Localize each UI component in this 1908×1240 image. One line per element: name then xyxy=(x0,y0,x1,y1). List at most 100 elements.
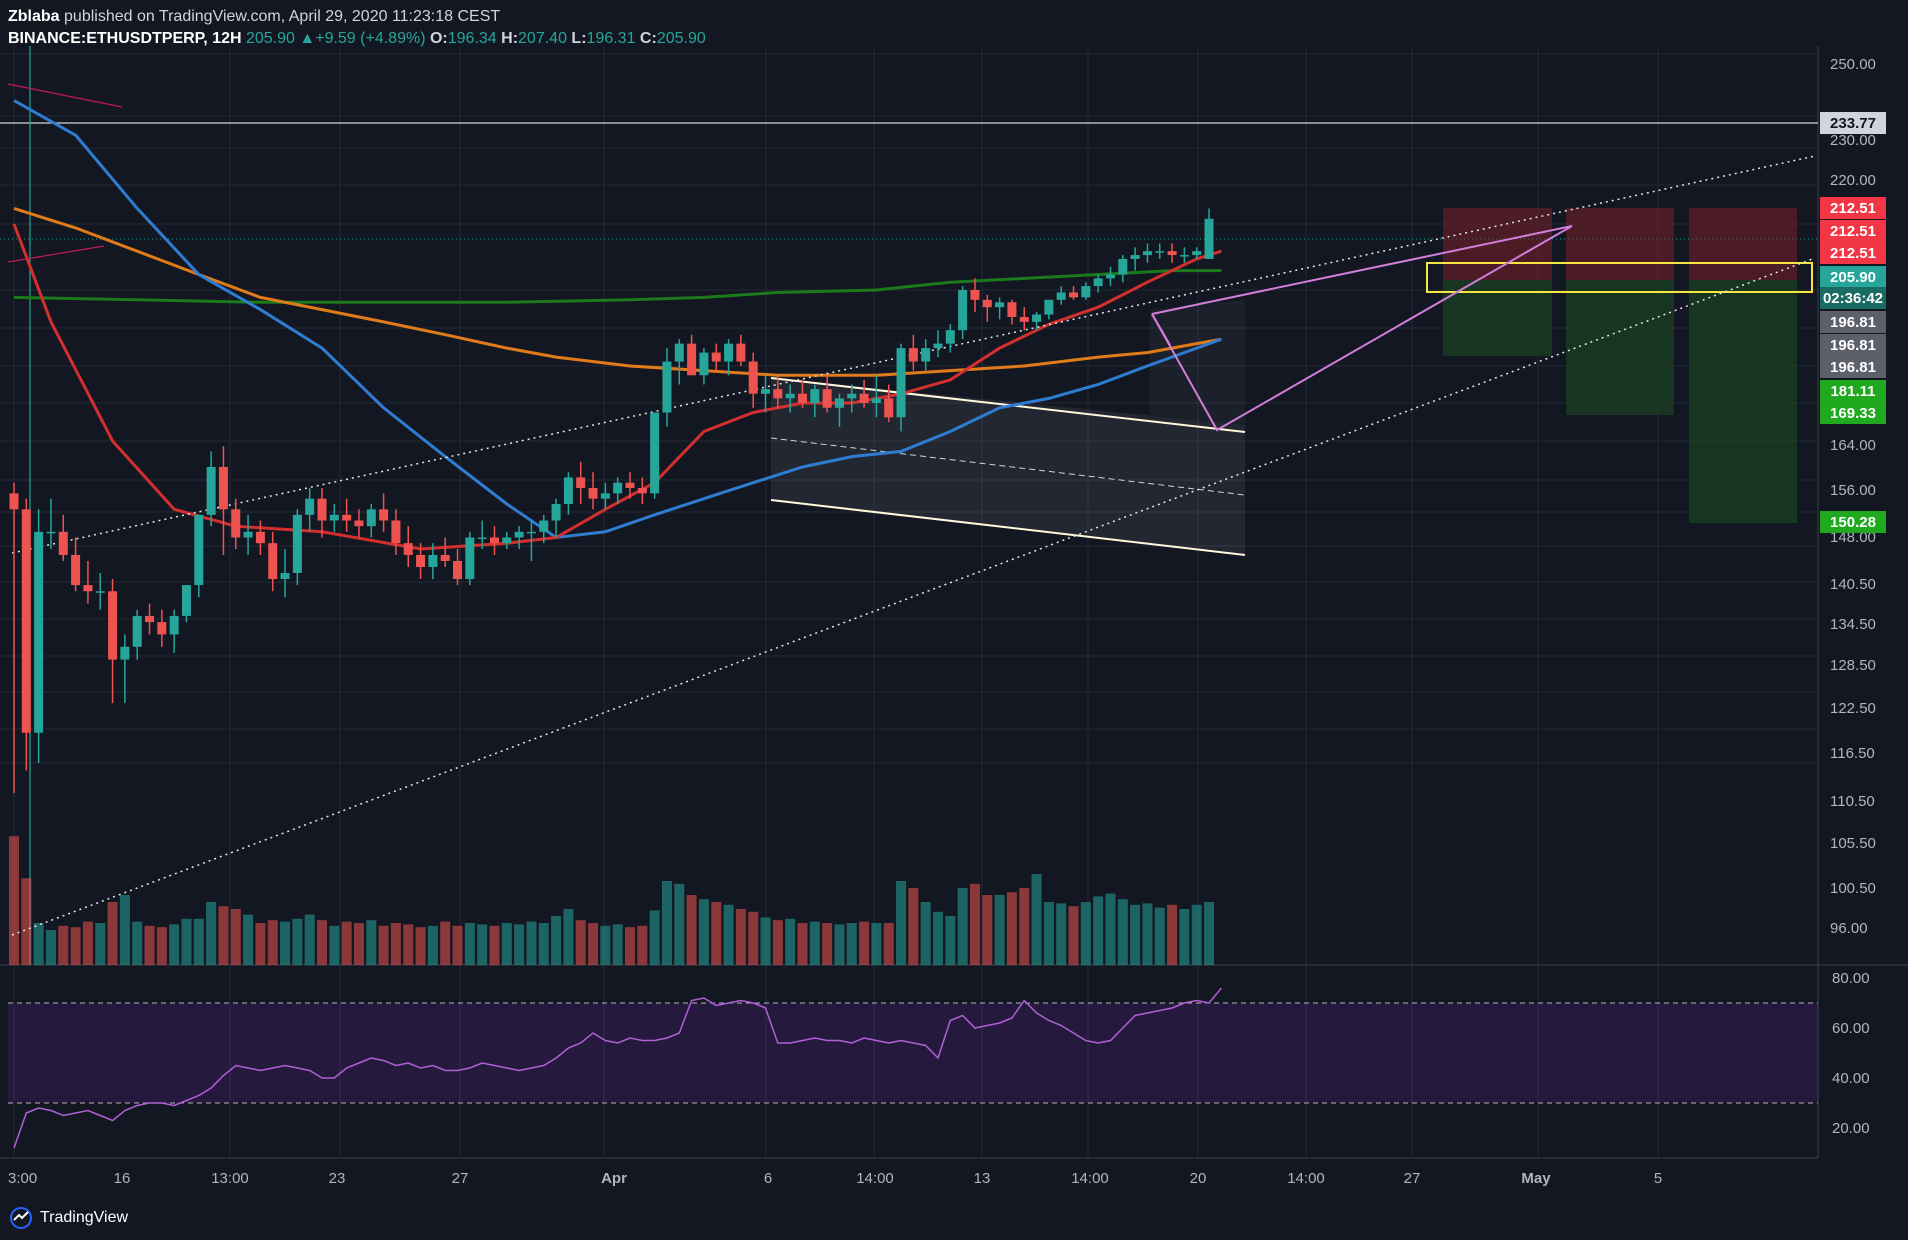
price-change: +9.59 (+4.89%) xyxy=(315,30,426,47)
time-axis-label: 3:00 xyxy=(8,1170,37,1187)
symbol-name[interactable]: BINANCE:ETHUSDTPERP, 12H xyxy=(8,30,242,47)
volume-bar xyxy=(415,927,426,965)
time-axis-label: 20 xyxy=(1190,1170,1207,1187)
candle-body xyxy=(268,543,278,579)
rsi-axis-label: 80.00 xyxy=(1832,970,1870,987)
price-tag-label: 196.81 xyxy=(1830,359,1876,376)
upper-trendline xyxy=(11,155,1816,554)
price-tag-label: 181.11 xyxy=(1830,383,1875,400)
volume-bar xyxy=(230,909,241,965)
volume-bar xyxy=(243,914,254,965)
candle-body xyxy=(1044,299,1054,315)
volume-bar xyxy=(70,927,81,965)
candle-body xyxy=(736,343,746,362)
volume-bar xyxy=(809,921,820,965)
volume-bar xyxy=(760,917,771,965)
up-triangle-icon: ▲ xyxy=(299,30,316,47)
price-tag-label: 212.51 xyxy=(1830,200,1876,217)
candle-body xyxy=(674,343,684,362)
position-zone xyxy=(1689,208,1797,280)
candle-body xyxy=(477,537,487,539)
candle-body xyxy=(526,531,536,534)
price-axis-label: 96.00 xyxy=(1830,920,1868,937)
tradingview-branding[interactable]: TradingView xyxy=(8,1204,128,1232)
candle-body xyxy=(1167,251,1177,256)
volume-bar xyxy=(501,923,512,965)
volume-bar xyxy=(317,920,327,965)
volume-bar xyxy=(58,925,69,965)
ema-blue-line xyxy=(13,99,1222,540)
candle-body xyxy=(551,504,561,521)
price-tag-label: 212.51 xyxy=(1830,223,1876,240)
price-axis-label: 140.50 xyxy=(1830,576,1876,593)
candle-body xyxy=(379,509,389,521)
candle-body xyxy=(280,573,290,579)
volume-bar xyxy=(1105,893,1116,965)
symbol-info: BINANCE:ETHUSDTPERP, 12H 205.90 ▲+9.59 (… xyxy=(8,28,706,50)
candle-body xyxy=(711,352,721,362)
volume-bar xyxy=(489,925,500,965)
candle-body xyxy=(1204,218,1214,259)
rsi-band xyxy=(8,1003,1818,1103)
candle-body xyxy=(1105,274,1115,279)
volume-bar xyxy=(908,888,919,965)
candle-body xyxy=(588,488,598,499)
volume-bar xyxy=(9,836,19,965)
time-axis[interactable]: 3:00 16 13:00 23 27 Apr 6 14:00 13 14:00 20 14:00 27… xyxy=(8,1170,1662,1187)
candle-body xyxy=(847,393,857,399)
candle-body xyxy=(231,509,241,538)
volume-bar xyxy=(292,918,303,965)
volume-bar xyxy=(575,920,586,965)
brand-name: TradingView xyxy=(40,1209,129,1226)
volume-bar xyxy=(785,918,796,965)
volume-bars xyxy=(9,836,1215,965)
price-tag-bg xyxy=(1820,402,1886,424)
candle-body xyxy=(1032,314,1042,322)
descending-channel xyxy=(770,300,1246,556)
volume-bar xyxy=(612,924,623,965)
candle-body xyxy=(342,514,352,521)
volume-bar xyxy=(871,923,882,965)
candle-body xyxy=(1069,292,1079,298)
volume-bar xyxy=(1056,903,1067,965)
time-axis-label: 5 xyxy=(1654,1170,1662,1187)
volume-bar xyxy=(945,916,956,965)
volume-bar xyxy=(834,924,845,965)
candle-body xyxy=(1007,302,1017,317)
candle-body xyxy=(489,537,499,544)
candle-body xyxy=(317,498,327,521)
price-axis-label: 164.00 xyxy=(1830,437,1876,454)
candle-body xyxy=(637,488,647,494)
volume-bar xyxy=(353,923,364,965)
volume-bar xyxy=(1117,899,1128,965)
rsi-line xyxy=(13,987,1222,1149)
price-tag-label: 196.81 xyxy=(1830,337,1876,354)
price-tag-bg xyxy=(1820,356,1886,378)
rsi-axis-label: 20.00 xyxy=(1832,1120,1870,1137)
price-tag-bg xyxy=(1820,334,1886,356)
volume-bar xyxy=(822,923,833,965)
volume-bar xyxy=(1093,896,1104,965)
candle-body xyxy=(699,352,709,376)
volume-bar xyxy=(181,918,192,965)
candle-body xyxy=(329,514,339,521)
volume-bar xyxy=(698,899,709,965)
volume-bar xyxy=(366,920,377,965)
time-axis-label: 13 xyxy=(974,1170,991,1187)
author-name[interactable]: Zblaba xyxy=(8,8,60,25)
candle-body xyxy=(945,330,955,344)
candle-body xyxy=(539,520,549,532)
volume-bar xyxy=(95,923,106,965)
candle-body xyxy=(761,389,771,394)
wedge-upper-leg xyxy=(1151,225,1573,315)
price-tag-label: 150.28 xyxy=(1830,514,1876,531)
candle-body xyxy=(194,514,204,586)
volume-bar xyxy=(846,923,857,965)
price-tag-label: 233.77 xyxy=(1830,115,1876,132)
candle-body xyxy=(83,585,93,592)
volume-bar xyxy=(1179,909,1190,965)
volume-bar xyxy=(896,881,907,965)
time-axis-label: 27 xyxy=(1404,1170,1421,1187)
candle-body xyxy=(58,531,68,555)
